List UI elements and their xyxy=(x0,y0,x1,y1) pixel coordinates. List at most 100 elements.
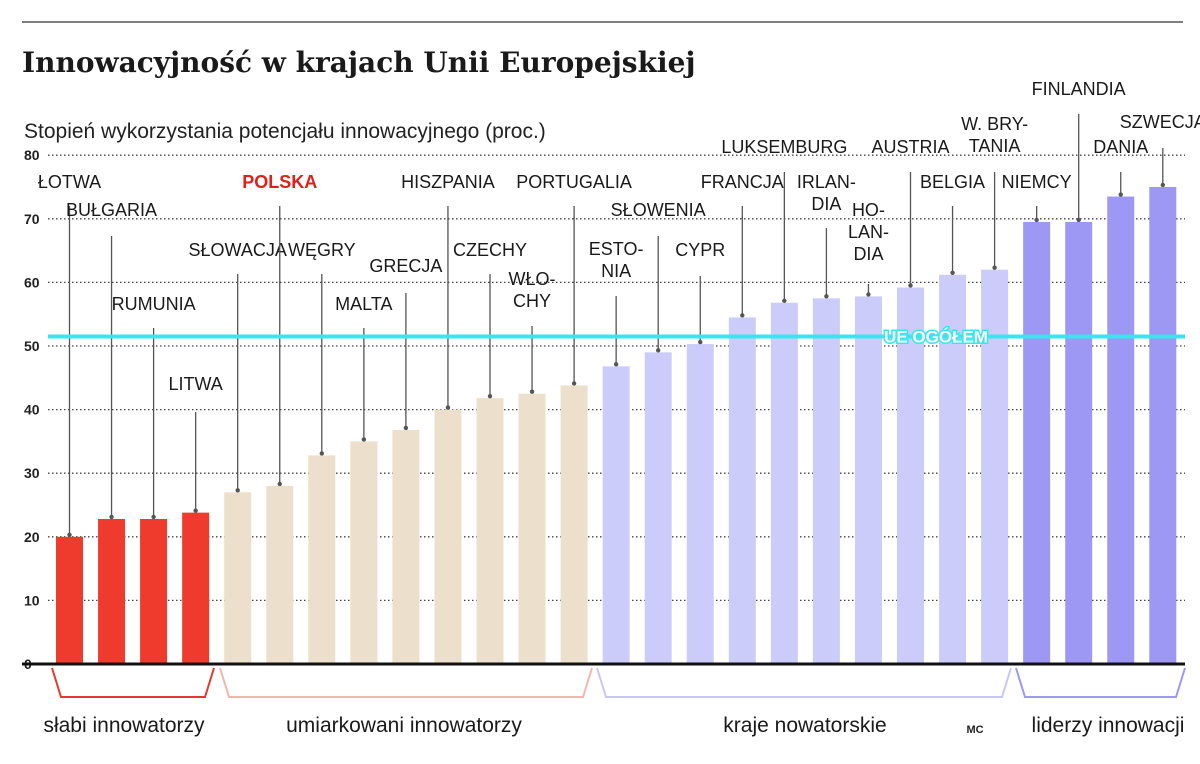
leader-dot xyxy=(950,270,955,275)
country-label: LITWA xyxy=(168,374,222,394)
leader-dot xyxy=(193,508,198,513)
group-bracket xyxy=(219,667,593,698)
country-label: PORTUGALIA xyxy=(516,172,632,192)
leader-dot xyxy=(613,362,619,367)
leader-dot xyxy=(1076,217,1081,223)
group-bracket xyxy=(596,667,1012,698)
country-label: WĘGRY xyxy=(288,240,356,260)
leader-dot xyxy=(992,265,997,270)
leader-dot xyxy=(487,393,493,399)
country-label: SZWECJA xyxy=(1120,112,1200,132)
bar xyxy=(98,518,126,664)
bar xyxy=(308,455,336,664)
group-brackets: słabi innowatorzy umiarkowani innowatorzy… xyxy=(43,667,1186,737)
bar xyxy=(1065,221,1093,665)
bar xyxy=(182,512,210,664)
y-tick-label: 40 xyxy=(24,402,40,418)
country-label: BUŁGARIA xyxy=(66,200,157,220)
bar xyxy=(560,385,588,664)
country-label: DIA xyxy=(853,244,883,264)
bar xyxy=(686,344,714,664)
leader-dot xyxy=(824,294,829,299)
leader-dot xyxy=(656,348,661,353)
credit: MC xyxy=(966,724,983,736)
country-label: IRLAN- xyxy=(797,172,856,192)
country-label: FINLANDIA xyxy=(1032,79,1126,99)
leader-dot xyxy=(782,298,787,303)
reference-line-label: UE OGÓŁEM xyxy=(884,327,988,346)
reference-line-group: UE OGÓŁEM xyxy=(48,326,1185,348)
country-label: CZECHY xyxy=(453,240,527,260)
bar xyxy=(854,296,882,664)
bar xyxy=(812,298,840,664)
y-tick-label: 80 xyxy=(24,147,40,163)
chart-title: Innowacyjność w krajach Unii Europejskie… xyxy=(22,46,696,79)
bar xyxy=(897,287,924,664)
group-label: umiarkowani innowatorzy xyxy=(286,714,522,737)
bar xyxy=(518,393,546,664)
group-label: kraje nowatorskie xyxy=(723,714,886,737)
leader-dot xyxy=(109,514,114,520)
country-label: ŁOTWA xyxy=(38,172,101,192)
leader-dot xyxy=(698,339,703,345)
country-label: RUMUNIA xyxy=(112,294,196,314)
y-tick-label: 50 xyxy=(24,338,40,354)
group-bracket xyxy=(1015,667,1186,698)
country-label: DANIA xyxy=(1093,137,1148,157)
country-label: AUSTRIA xyxy=(871,137,949,157)
bar xyxy=(770,302,798,664)
leader-dot xyxy=(151,514,156,520)
country-label: BELGIA xyxy=(920,172,985,192)
country-label: MALTA xyxy=(335,294,392,314)
bar xyxy=(602,366,630,664)
country-label: CHY xyxy=(513,291,551,311)
bar xyxy=(392,429,420,664)
country-label: LAN- xyxy=(848,222,889,242)
leader-dot xyxy=(571,381,577,386)
leader-dot xyxy=(908,283,913,288)
bar xyxy=(939,274,967,664)
country-label: LUKSEMBURG xyxy=(721,137,847,157)
bar xyxy=(350,441,378,664)
country-label: POLSKA xyxy=(242,172,317,192)
leader-dot xyxy=(445,405,451,410)
country-label: NIEMCY xyxy=(1002,172,1072,192)
country-label: DIA xyxy=(811,194,841,214)
leader-dot xyxy=(67,532,72,537)
y-tick-label: 20 xyxy=(24,529,40,545)
country-label: W. BRY- xyxy=(961,114,1028,134)
axes: 01020304050607080 xyxy=(22,147,1185,672)
y-tick-label: 10 xyxy=(24,592,40,608)
country-label: TANIA xyxy=(969,136,1021,156)
group-label: liderzy innowacji xyxy=(1032,714,1185,737)
y-tick-label: 60 xyxy=(24,274,40,290)
y-tick-label: 30 xyxy=(24,465,40,481)
bar xyxy=(1023,221,1051,665)
bar xyxy=(476,398,504,664)
country-label: CYPR xyxy=(675,240,725,260)
country-label: WŁO- xyxy=(509,269,556,289)
leader-dot xyxy=(277,481,282,487)
y-tick-label: 70 xyxy=(24,211,40,227)
bar xyxy=(728,317,756,664)
bar xyxy=(224,492,252,664)
country-label: HISZPANIA xyxy=(401,172,495,192)
leader-dot xyxy=(235,488,240,493)
bar xyxy=(56,536,83,664)
bar xyxy=(1149,187,1177,664)
country-label: SŁOWENIA xyxy=(611,200,706,220)
country-label: NIA xyxy=(601,261,631,281)
leader-dot xyxy=(1160,182,1166,188)
y-axis-label: Stopień wykorzystania potencjału innowac… xyxy=(24,120,546,143)
leader-dot xyxy=(1118,192,1123,197)
country-labels: ŁOTWA BUŁGARIA RUMUNIA LITWA SŁOWACJA POLSKA W… xyxy=(38,79,1200,537)
leader-dot xyxy=(319,451,324,456)
country-label: SŁOWACJA xyxy=(189,240,287,260)
leader-dot xyxy=(361,437,367,442)
leader-dot xyxy=(1034,217,1039,223)
country-label: GRECJA xyxy=(369,256,442,276)
country-label: FRANCJA xyxy=(701,172,784,192)
bar xyxy=(434,409,462,664)
group-bracket xyxy=(51,667,215,698)
leader-dot xyxy=(866,292,871,297)
